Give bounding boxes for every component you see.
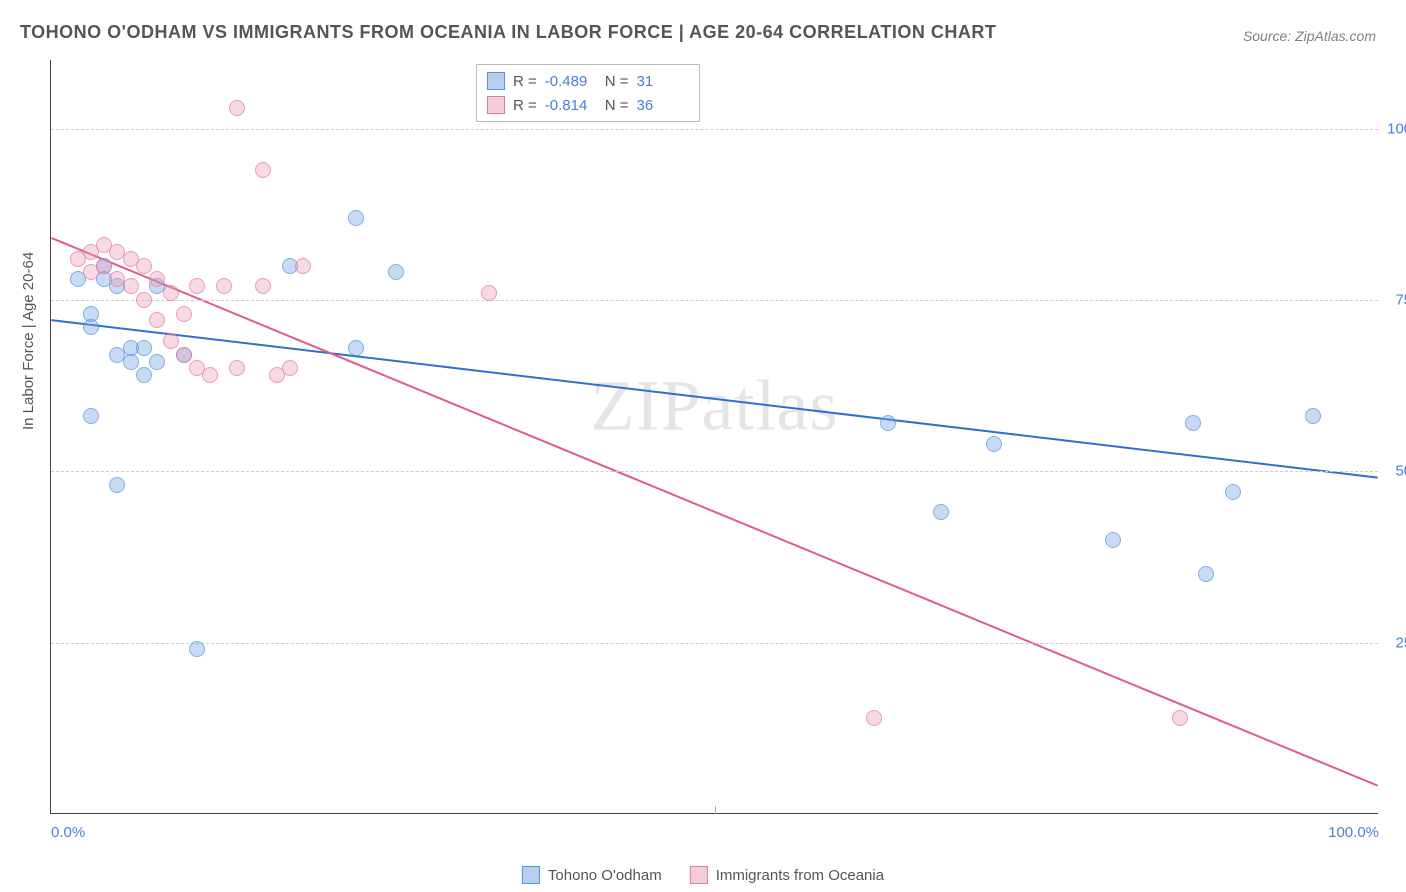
data-point-b [176,347,192,363]
data-point-b [189,278,205,294]
x-tick-label: 0.0% [51,824,85,841]
data-point-b [163,333,179,349]
y-axis-title: In Labor Force | Age 20-64 [20,252,37,430]
data-point-a [136,340,152,356]
data-point-a [83,408,99,424]
stats-row-series-b: R = -0.814 N = 36 [487,93,689,117]
gridline-horizontal [51,300,1378,301]
legend-item-a: Tohono O'odham [522,866,662,884]
gridline-horizontal [51,471,1378,472]
data-point-b [255,278,271,294]
legend-swatch-a-icon [522,866,540,884]
data-point-a [348,340,364,356]
gridline-horizontal [51,129,1378,130]
data-point-b [149,271,165,287]
data-point-b [255,162,271,178]
data-point-a [1198,566,1214,582]
r-value-b: -0.814 [545,97,597,114]
correlation-stats-box: R = -0.489 N = 31 R = -0.814 N = 36 [476,64,700,122]
trend-line-b [51,238,1377,786]
data-point-a [189,641,205,657]
y-tick-label: 100.0% [1387,120,1406,137]
legend-bottom: Tohono O'odham Immigrants from Oceania [522,866,884,884]
legend-item-b: Immigrants from Oceania [690,866,884,884]
n-label-a: N = [605,73,629,90]
swatch-series-b-icon [487,96,505,114]
data-point-b [216,278,232,294]
x-tick-label: 100.0% [1328,824,1379,841]
n-value-a: 31 [637,73,689,90]
y-tick-label: 75.0% [1395,291,1406,308]
chart-title: TOHONO O'ODHAM VS IMMIGRANTS FROM OCEANI… [20,22,996,43]
swatch-series-a-icon [487,72,505,90]
gridline-horizontal [51,643,1378,644]
data-point-a [1105,532,1121,548]
x-tick-mark [715,806,716,814]
trend-lines-layer [51,60,1378,813]
data-point-b [176,306,192,322]
data-point-b [136,292,152,308]
data-point-a [1225,484,1241,500]
data-point-a [348,210,364,226]
data-point-a [388,264,404,280]
r-label-a: R = [513,73,537,90]
r-value-a: -0.489 [545,73,597,90]
n-value-b: 36 [637,97,689,114]
legend-swatch-b-icon [690,866,708,884]
data-point-a [1185,415,1201,431]
data-point-b [295,258,311,274]
data-point-a [986,436,1002,452]
stats-row-series-a: R = -0.489 N = 31 [487,69,689,93]
data-point-a [880,415,896,431]
legend-label-b: Immigrants from Oceania [716,867,884,884]
trend-line-a [51,320,1377,477]
data-point-b [229,100,245,116]
y-tick-label: 50.0% [1395,463,1406,480]
data-point-a [933,504,949,520]
data-point-b [202,367,218,383]
source-attribution: Source: ZipAtlas.com [1243,28,1376,44]
data-point-a [123,354,139,370]
data-point-b [866,710,882,726]
data-point-a [109,477,125,493]
data-point-b [282,360,298,376]
data-point-a [1305,408,1321,424]
y-tick-label: 25.0% [1395,634,1406,651]
data-point-b [1172,710,1188,726]
data-point-a [149,354,165,370]
n-label-b: N = [605,97,629,114]
data-point-b [229,360,245,376]
watermark: ZIPatlas [591,365,839,448]
r-label-b: R = [513,97,537,114]
data-point-b [123,278,139,294]
plot-area: ZIPatlas R = -0.489 N = 31 R = -0.814 N … [50,60,1378,814]
legend-label-a: Tohono O'odham [548,867,662,884]
data-point-b [149,312,165,328]
data-point-b [96,258,112,274]
data-point-a [136,367,152,383]
data-point-a [83,319,99,335]
data-point-b [136,258,152,274]
data-point-b [163,285,179,301]
data-point-b [481,285,497,301]
